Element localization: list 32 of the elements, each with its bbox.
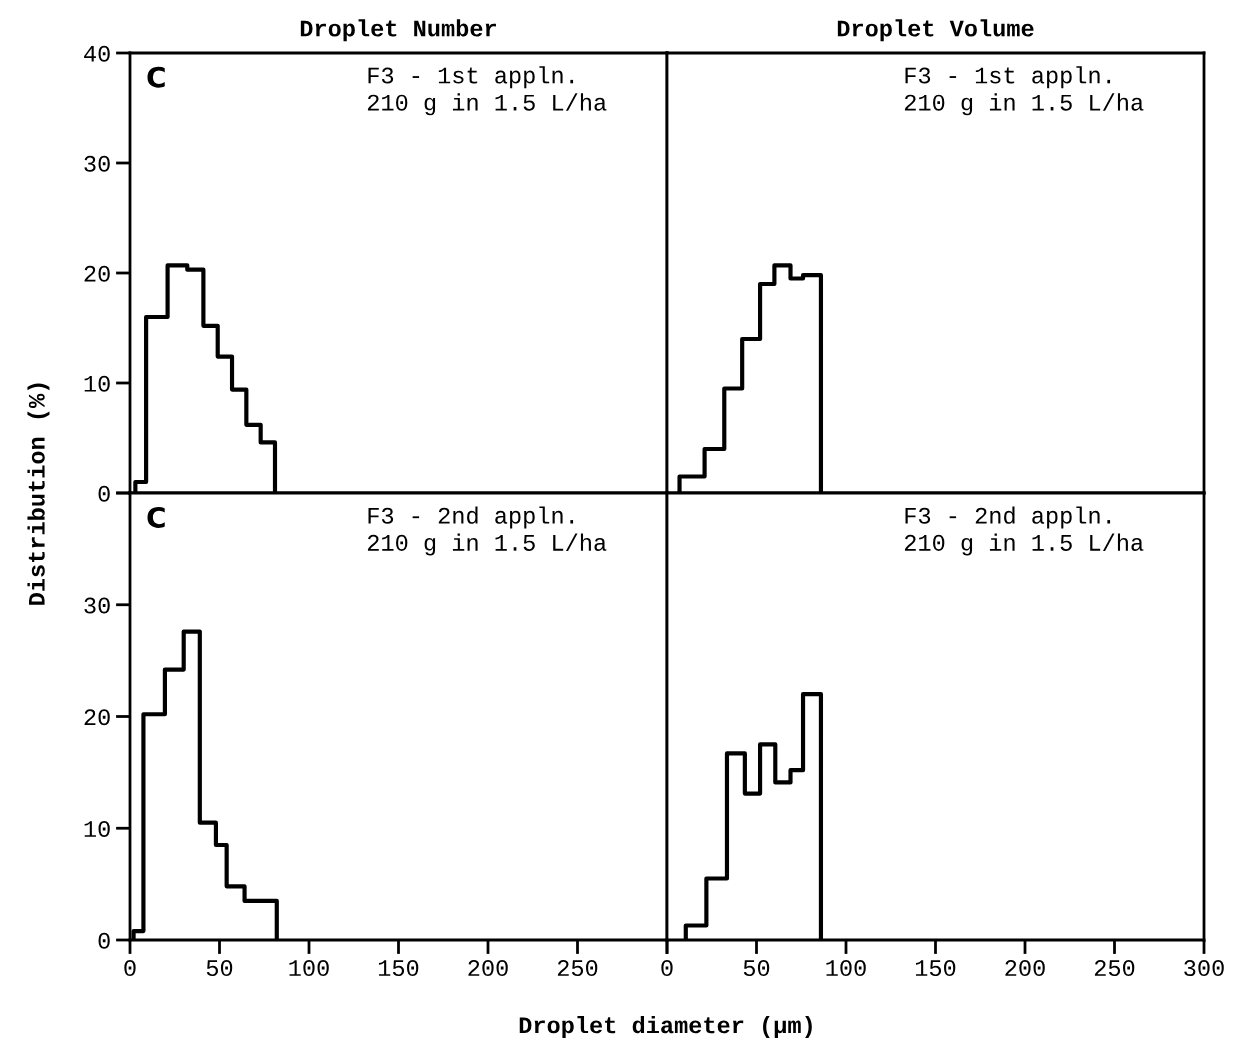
y-tick-label: 0 [98, 932, 110, 949]
annotation: F3 - 1st appln. 210 g in 1.5 L/ha [904, 66, 1144, 116]
x-tick-label: 0 [661, 960, 673, 977]
x-tick-label: 200 [1005, 960, 1045, 977]
y-tick-label: 10 [84, 821, 110, 838]
x-tick-label: 0 [124, 960, 136, 977]
annotation: F3 - 2nd appln. 210 g in 1.5 L/ha [904, 506, 1144, 556]
x-tick-label: 300 [1184, 960, 1224, 977]
x-tick-label: 50 [206, 960, 233, 977]
y-tick-label: 30 [84, 155, 110, 172]
y-tick-label: 10 [84, 375, 110, 392]
annotation: C [147, 506, 165, 528]
y-tick-label: 20 [84, 265, 110, 282]
y-tick-label: 40 [84, 45, 110, 62]
x-tick-label: 250 [557, 960, 598, 977]
x-tick-label: 150 [915, 960, 956, 977]
y-tick-label: 20 [84, 709, 110, 726]
x-tick-label: 200 [468, 960, 508, 977]
y-tick-label: 30 [84, 597, 110, 614]
x-tick-label: 50 [743, 960, 770, 977]
y-tick-label: 0 [98, 485, 110, 502]
chart-title: Droplet Volume [837, 19, 1034, 42]
y-axis-title: Distribution (%) [27, 383, 50, 605]
annotation: F3 - 1st appln. 210 g in 1.5 L/ha [367, 66, 607, 116]
chart-title: Droplet Number [300, 19, 496, 42]
annotation: C [147, 66, 165, 88]
x-axis-title: Droplet diameter (µm) [519, 1015, 812, 1038]
annotation: F3 - 2nd appln. 210 g in 1.5 L/ha [367, 506, 607, 556]
x-tick-label: 250 [1094, 960, 1135, 977]
x-tick-label: 100 [289, 960, 329, 977]
x-tick-label: 150 [378, 960, 419, 977]
x-tick-label: 100 [826, 960, 866, 977]
